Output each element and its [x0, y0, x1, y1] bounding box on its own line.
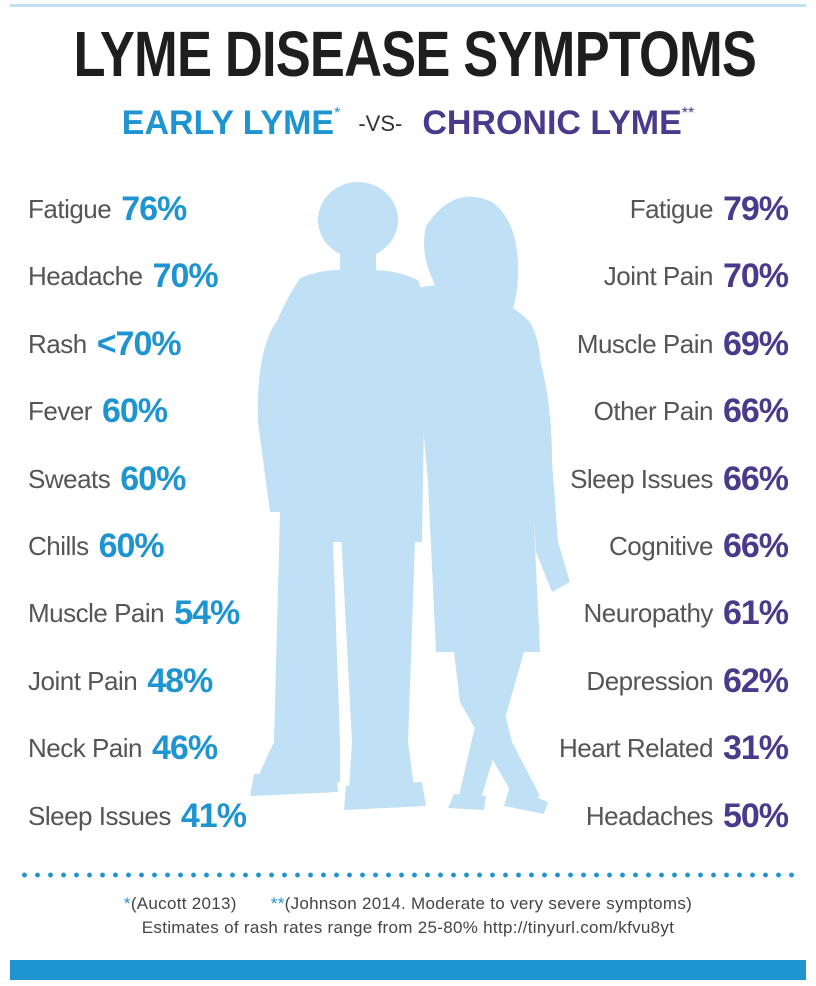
symptom-name: Headache: [28, 261, 143, 292]
early-symptom-row: Sleep Issues 41%: [28, 795, 247, 862]
early-symptom-row: Chills 60%: [28, 525, 246, 592]
symptom-name: Muscle Pain: [576, 328, 714, 359]
symptom-name: Other Pain: [593, 396, 714, 427]
chronic-symptom-row: Cognitive 66%: [559, 525, 789, 592]
chronic-symptom-row: Heart Related 31%: [559, 727, 789, 794]
symptom-name: Muscle Pain: [28, 598, 165, 629]
symptom-name: Sleep Issues: [28, 800, 171, 831]
symptom-percent: 76%: [121, 190, 187, 228]
symptom-percent: 41%: [180, 796, 247, 835]
symptom-percent: 66%: [722, 459, 789, 498]
symptom-name: Joint Pain: [28, 665, 138, 696]
symptom-percent: 46%: [152, 729, 218, 768]
symptom-name: Neuropathy: [583, 598, 714, 629]
early-symptom-row: Sweats 60%: [28, 458, 246, 525]
page-title: LYME DISEASE SYMPTOMS: [73, 18, 757, 90]
chronic-footnote-source: (Johnson 2014. Moderate to very severe s…: [284, 894, 693, 913]
symptom-name: Rash: [28, 328, 87, 359]
early-symptom-row: Fever 60%: [28, 390, 246, 457]
footnotes: *(Aucott 2013) **(Johnson 2014. Moderate …: [0, 892, 816, 940]
symptom-name: Sleep Issues: [570, 463, 713, 494]
symptom-name: Neck Pain: [28, 733, 143, 764]
chronic-lyme-label: CHRONIC LYME: [422, 104, 682, 142]
chronic-symptom-row: Fatigue 79%: [559, 188, 789, 255]
dotted-divider: [18, 872, 798, 878]
symptom-name: Fever: [28, 396, 92, 427]
symptom-percent: 62%: [722, 661, 789, 700]
chronic-lyme-footnote-mark: **: [681, 105, 695, 122]
symptom-name: Fatigue: [629, 194, 714, 224]
early-lyme-symptom-list: Fatigue 76% Headache 70% Rash <70% Fever…: [28, 188, 247, 862]
symptom-percent: 31%: [722, 729, 789, 768]
symptom-percent: 60%: [101, 392, 168, 431]
early-footnote-source: (Aucott 2013): [130, 894, 237, 913]
symptom-percent: 70%: [722, 257, 789, 296]
symptom-name: Cognitive: [609, 530, 713, 561]
symptom-name: Joint Pain: [603, 261, 714, 292]
symptom-percent: 66%: [722, 526, 789, 565]
symptom-percent: <70%: [96, 324, 182, 363]
bottom-bar: [10, 960, 806, 980]
chronic-symptom-row: Muscle Pain 69%: [559, 323, 789, 390]
early-symptom-row: Neck Pain 46%: [28, 727, 246, 794]
early-symptom-row: Headache 70%: [28, 255, 246, 322]
symptom-percent: 60%: [98, 526, 165, 565]
chronic-symptom-row: Neuropathy 61%: [559, 592, 789, 659]
chronic-symptom-row: Depression 62%: [559, 660, 789, 727]
chronic-lyme-heading: CHRONIC LYME**: [422, 104, 694, 142]
chronic-symptom-row: Sleep Issues 66%: [559, 458, 789, 525]
symptom-name: Chills: [28, 530, 89, 561]
chronic-symptom-row: Joint Pain 70%: [559, 255, 789, 322]
symptom-percent: 69%: [722, 324, 789, 363]
early-footnote-mark: *: [123, 894, 131, 913]
footnote-sources: *(Aucott 2013) **(Johnson 2014. Moderate …: [0, 892, 816, 916]
top-divider-line: [10, 4, 806, 7]
early-lyme-label: EARLY LYME: [121, 104, 335, 142]
symptom-percent: 54%: [174, 594, 240, 633]
symptom-percent: 70%: [152, 257, 219, 296]
early-lyme-heading: EARLY LYME*: [122, 104, 341, 142]
symptom-percent: 50%: [722, 796, 789, 835]
early-symptom-row: Fatigue 76%: [28, 188, 246, 255]
early-symptom-row: Muscle Pain 54%: [28, 592, 246, 659]
symptom-percent: 79%: [722, 190, 789, 228]
symptom-name: Fatigue: [28, 194, 112, 224]
symptom-percent: 48%: [147, 661, 213, 700]
symptom-percent: 61%: [722, 594, 789, 633]
chronic-footnote-mark: **: [270, 894, 285, 913]
symptom-name: Headaches: [585, 800, 714, 831]
rash-estimate-note: Estimates of rash rates range from 25-80…: [141, 918, 675, 937]
symptom-percent: 60%: [120, 459, 186, 498]
versus-label: -VS-: [358, 111, 403, 136]
early-symptom-row: Joint Pain 48%: [28, 660, 246, 727]
early-lyme-footnote-mark: *: [334, 105, 341, 122]
chronic-lyme-symptom-list: Fatigue 79% Joint Pain 70% Muscle Pain 6…: [559, 188, 789, 862]
chronic-symptom-row: Other Pain 66%: [559, 390, 789, 457]
symptom-name: Heart Related: [559, 733, 713, 764]
symptom-name: Depression: [586, 665, 713, 696]
symptom-name: Sweats: [28, 463, 111, 494]
early-symptom-row: Rash <70%: [28, 323, 246, 390]
chronic-symptom-row: Headaches 50%: [559, 795, 789, 862]
subtitle: EARLY LYME* -VS- CHRONIC LYME**: [0, 104, 816, 142]
couple-silhouette-icon: [250, 182, 570, 814]
symptom-percent: 66%: [722, 392, 789, 431]
